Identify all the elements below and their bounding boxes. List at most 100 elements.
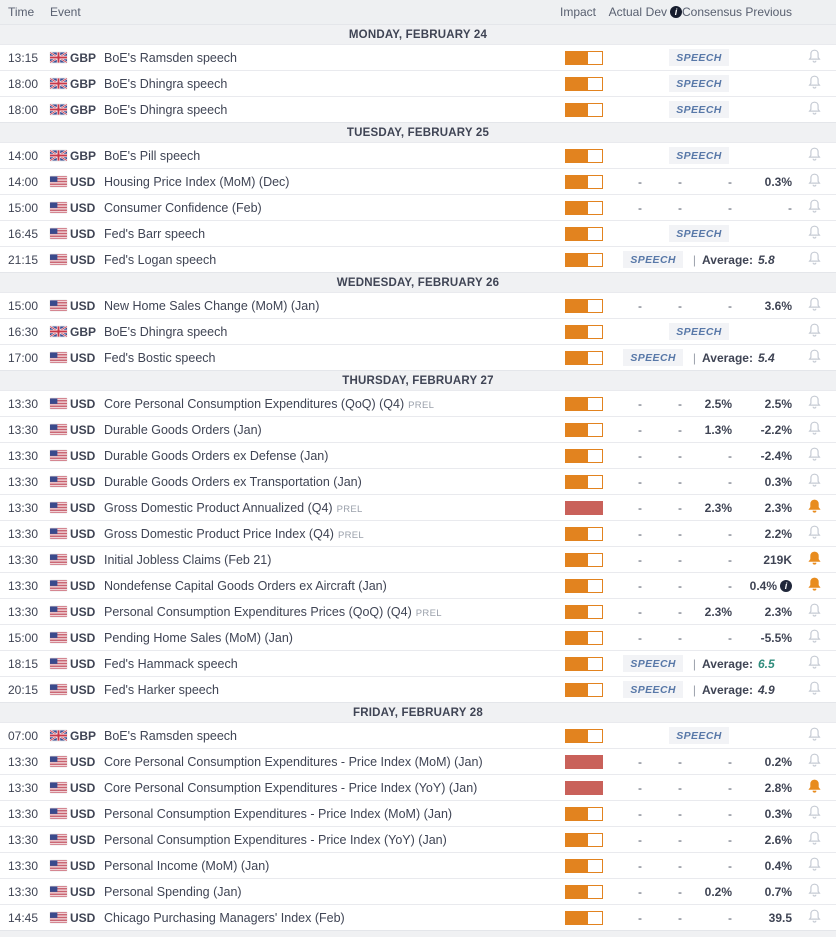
event-name[interactable]: Pending Home Sales (MoM) (Jan) bbox=[104, 630, 293, 645]
event-name[interactable]: Fed's Bostic speech bbox=[104, 350, 216, 365]
bell-icon[interactable] bbox=[807, 100, 822, 119]
event-name[interactable]: BoE's Ramsden speech bbox=[104, 50, 238, 65]
event-name[interactable]: Core Personal Consumption Expenditures (… bbox=[104, 396, 435, 411]
event-row[interactable]: 18:15 USD Fed's Hammack speech SPEECH | Avera… bbox=[0, 650, 836, 676]
bell-icon[interactable] bbox=[807, 628, 822, 647]
event-name[interactable]: Gross Domestic Product Annualized (Q4) PR… bbox=[104, 500, 363, 515]
event-name[interactable]: Nondefense Capital Goods Orders ex Aircr… bbox=[104, 578, 387, 593]
event-name[interactable]: Initial Jobless Claims (Feb 21) bbox=[104, 552, 272, 567]
bell-icon[interactable] bbox=[807, 472, 822, 491]
bell-icon[interactable] bbox=[807, 654, 822, 673]
event-row[interactable]: 13:30 USD Personal Spending (Jan) - - 0.2% 0.7… bbox=[0, 878, 836, 904]
event-name[interactable]: Core Personal Consumption Expenditures -… bbox=[104, 780, 478, 795]
bell-icon[interactable] bbox=[807, 394, 822, 413]
event-row[interactable]: 21:15 USD Fed's Logan speech SPEECH | Average… bbox=[0, 246, 836, 272]
event-name[interactable]: BoE's Dhingra speech bbox=[104, 76, 228, 91]
bell-icon[interactable] bbox=[807, 778, 822, 797]
event-row[interactable]: 13:30 USD Personal Consumption Expenditure… bbox=[0, 598, 836, 624]
event-row[interactable]: 18:00 GBP BoE's Dhingra speech SPEECH bbox=[0, 70, 836, 96]
bell-icon[interactable] bbox=[807, 420, 822, 439]
event-row[interactable]: 13:30 USD Nondefense Capital Goods Orders … bbox=[0, 572, 836, 598]
event-row[interactable]: 13:30 USD Gross Domestic Product Price Ind… bbox=[0, 520, 836, 546]
event-row[interactable]: 14:45 USD Chicago Purchasing Managers' Ind… bbox=[0, 904, 836, 930]
bell-icon[interactable] bbox=[807, 550, 822, 569]
event-row[interactable]: 13:30 USD Durable Goods Orders ex Defense … bbox=[0, 442, 836, 468]
event-row[interactable]: 14:00 USD Housing Price Index (MoM) (Dec) -… bbox=[0, 168, 836, 194]
bell-icon[interactable] bbox=[807, 446, 822, 465]
event-row[interactable]: 16:45 USD Fed's Barr speech SPEECH bbox=[0, 220, 836, 246]
event-row[interactable]: 13:30 USD Core Personal Consumption Expend… bbox=[0, 390, 836, 416]
impact-indicator bbox=[565, 552, 603, 567]
dev-info-icon[interactable]: i bbox=[670, 6, 682, 18]
event-name[interactable]: Fed's Barr speech bbox=[104, 226, 206, 241]
event-name[interactable]: Gross Domestic Product Price Index (Q4) P… bbox=[104, 526, 364, 541]
bell-icon[interactable] bbox=[807, 576, 822, 595]
event-row[interactable]: 20:15 USD Fed's Harker speech SPEECH | Averag… bbox=[0, 676, 836, 702]
event-row[interactable]: 13:30 USD Initial Jobless Claims (Feb 21) -… bbox=[0, 546, 836, 572]
bell-icon[interactable] bbox=[807, 198, 822, 217]
bell-icon[interactable] bbox=[807, 296, 822, 315]
us-flag-icon bbox=[50, 528, 70, 539]
event-name[interactable]: Personal Consumption Expenditures - Pric… bbox=[104, 832, 447, 847]
event-name[interactable]: Durable Goods Orders (Jan) bbox=[104, 422, 262, 437]
bell-icon[interactable] bbox=[807, 322, 822, 341]
event-row[interactable]: 13:30 USD Core Personal Consumption Expend… bbox=[0, 748, 836, 774]
event-name[interactable]: BoE's Dhingra speech bbox=[104, 324, 228, 339]
bell-icon[interactable] bbox=[807, 498, 822, 517]
event-row[interactable]: 15:00 USD Pending Home Sales (MoM) (Jan) - -… bbox=[0, 624, 836, 650]
bell-icon[interactable] bbox=[807, 524, 822, 543]
event-name[interactable]: Durable Goods Orders ex Transportation (… bbox=[104, 474, 362, 489]
bell-icon[interactable] bbox=[807, 882, 822, 901]
bell-icon[interactable] bbox=[807, 172, 822, 191]
event-name[interactable]: New Home Sales Change (MoM) (Jan) bbox=[104, 298, 320, 313]
event-name[interactable]: Personal Consumption Expenditures Prices… bbox=[104, 604, 442, 619]
average-pipe: | bbox=[692, 656, 697, 671]
bell-icon[interactable] bbox=[807, 48, 822, 67]
bell-icon[interactable] bbox=[807, 856, 822, 875]
event-name[interactable]: BoE's Dhingra speech bbox=[104, 102, 228, 117]
event-name[interactable]: Chicago Purchasing Managers' Index (Feb) bbox=[104, 910, 345, 925]
event-name[interactable]: Durable Goods Orders ex Defense (Jan) bbox=[104, 448, 329, 463]
bell-icon[interactable] bbox=[807, 146, 822, 165]
event-row[interactable]: 13:15 GBP BoE's Ramsden speech SPEECH bbox=[0, 44, 836, 70]
bell-icon[interactable] bbox=[807, 74, 822, 93]
event-row[interactable]: 18:00 GBP BoE's Dhingra speech SPEECH bbox=[0, 96, 836, 122]
event-name[interactable]: Personal Income (MoM) (Jan) bbox=[104, 858, 270, 873]
event-row[interactable]: 07:00 GBP BoE's Ramsden speech SPEECH bbox=[0, 722, 836, 748]
event-row[interactable]: 13:30 USD Durable Goods Orders (Jan) - - 1.3%… bbox=[0, 416, 836, 442]
bell-icon[interactable] bbox=[807, 752, 822, 771]
event-row[interactable]: 14:00 GBP BoE's Pill speech SPEECH bbox=[0, 142, 836, 168]
event-name[interactable]: Fed's Hammack speech bbox=[104, 656, 238, 671]
currency-code: GBP bbox=[70, 102, 97, 117]
event-row[interactable]: 17:00 USD Fed's Bostic speech SPEECH | Averag… bbox=[0, 344, 836, 370]
event-row[interactable]: 13:30 USD Personal Income (MoM) (Jan) - - - 0.… bbox=[0, 852, 836, 878]
event-row[interactable]: 13:30 USD Personal Consumption Expenditure… bbox=[0, 826, 836, 852]
event-row[interactable]: 13:30 USD Gross Domestic Product Annualize… bbox=[0, 494, 836, 520]
time-cell: 13:30 bbox=[8, 552, 39, 567]
bell-icon[interactable] bbox=[807, 908, 822, 927]
event-row[interactable]: 13:30 USD Personal Consumption Expenditure… bbox=[0, 800, 836, 826]
event-name[interactable]: Consumer Confidence (Feb) bbox=[104, 200, 262, 215]
bell-icon[interactable] bbox=[807, 602, 822, 621]
bell-icon[interactable] bbox=[807, 348, 822, 367]
event-row[interactable]: 13:30 USD Durable Goods Orders ex Transpor… bbox=[0, 468, 836, 494]
bell-icon[interactable] bbox=[807, 830, 822, 849]
bell-icon[interactable] bbox=[807, 680, 822, 699]
event-name[interactable]: Fed's Harker speech bbox=[104, 682, 219, 697]
event-name[interactable]: Fed's Logan speech bbox=[104, 252, 217, 267]
event-row[interactable]: 13:30 USD Core Personal Consumption Expend… bbox=[0, 774, 836, 800]
event-name[interactable]: Core Personal Consumption Expenditures -… bbox=[104, 754, 483, 769]
event-name[interactable]: BoE's Pill speech bbox=[104, 148, 201, 163]
revision-info-icon[interactable]: i bbox=[780, 579, 792, 592]
event-row[interactable]: 15:00 USD New Home Sales Change (MoM) (Jan… bbox=[0, 292, 836, 318]
event-row[interactable]: 15:00 USD Consumer Confidence (Feb) - - - - bbox=[0, 194, 836, 220]
event-row[interactable]: 16:30 GBP BoE's Dhingra speech SPEECH bbox=[0, 318, 836, 344]
event-name[interactable]: Housing Price Index (MoM) (Dec) bbox=[104, 174, 290, 189]
bell-icon[interactable] bbox=[807, 250, 822, 269]
bell-icon[interactable] bbox=[807, 224, 822, 243]
event-name[interactable]: Personal Spending (Jan) bbox=[104, 884, 242, 899]
bell-icon[interactable] bbox=[807, 726, 822, 745]
event-name[interactable]: Personal Consumption Expenditures - Pric… bbox=[104, 806, 453, 821]
bell-icon[interactable] bbox=[807, 804, 822, 823]
event-name[interactable]: BoE's Ramsden speech bbox=[104, 728, 238, 743]
